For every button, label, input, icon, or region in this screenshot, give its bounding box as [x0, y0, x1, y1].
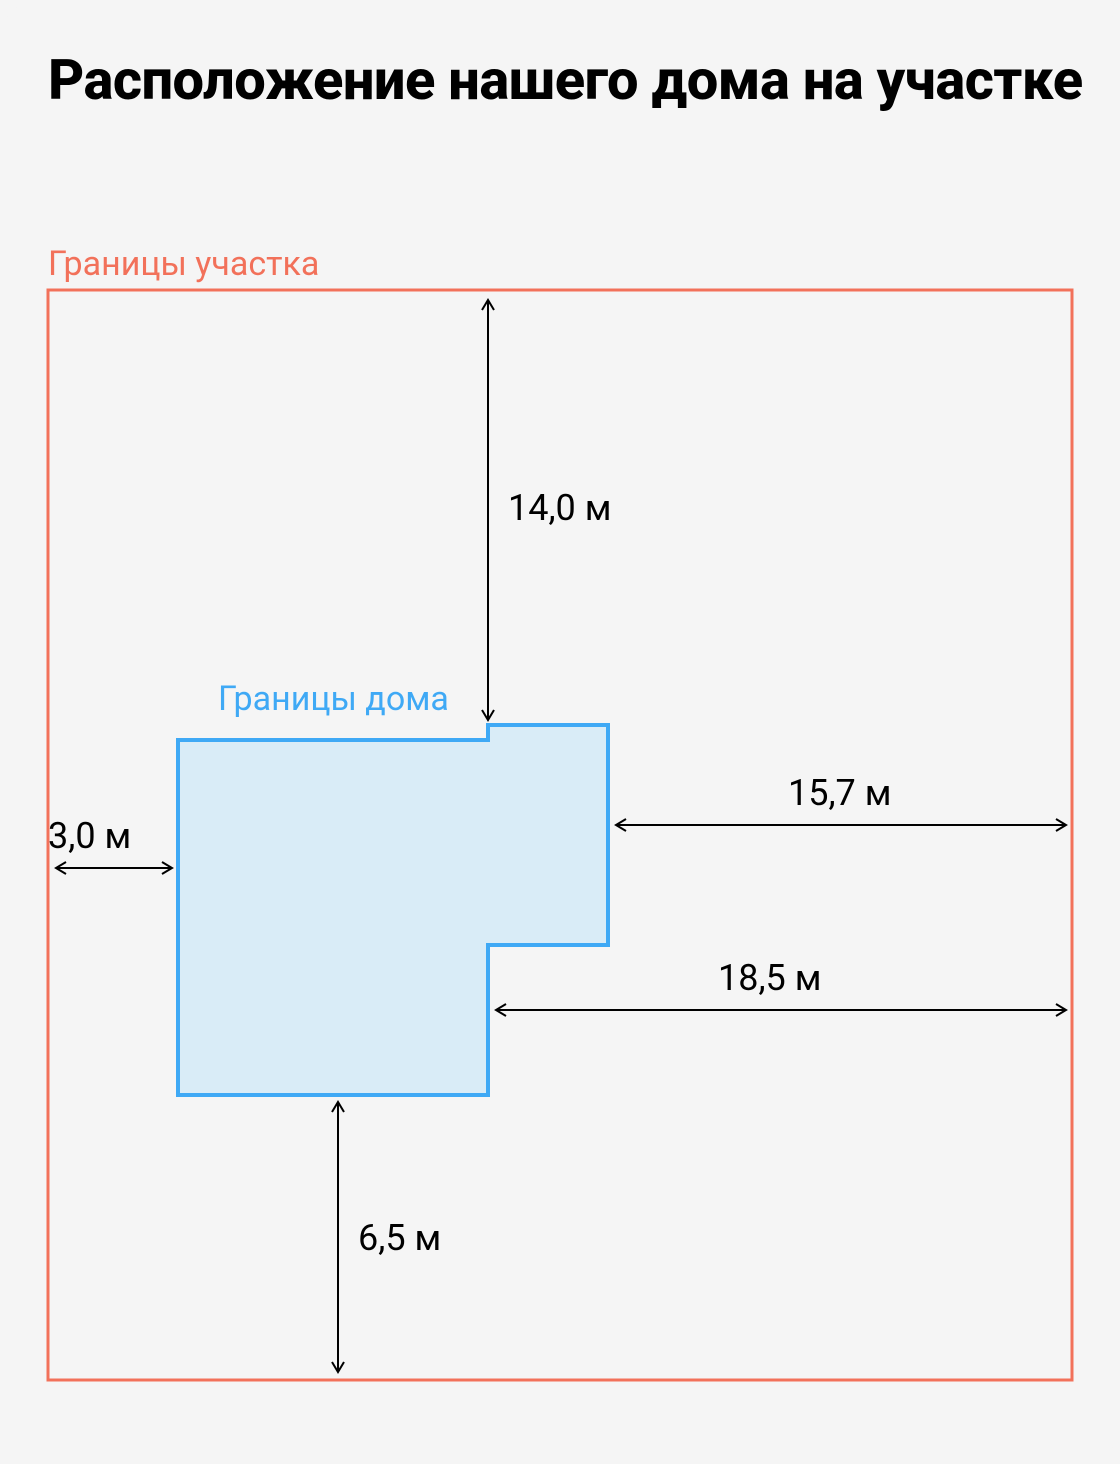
page-title: Расположение нашего дома на участке [48, 48, 1083, 112]
diagram-container: Границы участка Границы дома 14,0 м 3,0 … [48, 240, 1072, 1420]
house-boundary [178, 725, 608, 1095]
dim-label-right-upper: 15,7 м [788, 772, 891, 814]
dim-label-bottom: 6,5 м [358, 1217, 441, 1259]
dim-label-top: 14,0 м [508, 487, 611, 529]
dim-label-left: 3,0 м [48, 815, 131, 857]
plot-boundary-label: Границы участка [48, 244, 319, 284]
dim-label-right-lower: 18,5 м [718, 957, 821, 999]
page-container: Расположение нашего дома на участке Гран… [0, 0, 1120, 1464]
house-boundary-label: Границы дома [218, 679, 449, 719]
diagram-svg: Границы участка Границы дома 14,0 м 3,0 … [48, 240, 1072, 1420]
